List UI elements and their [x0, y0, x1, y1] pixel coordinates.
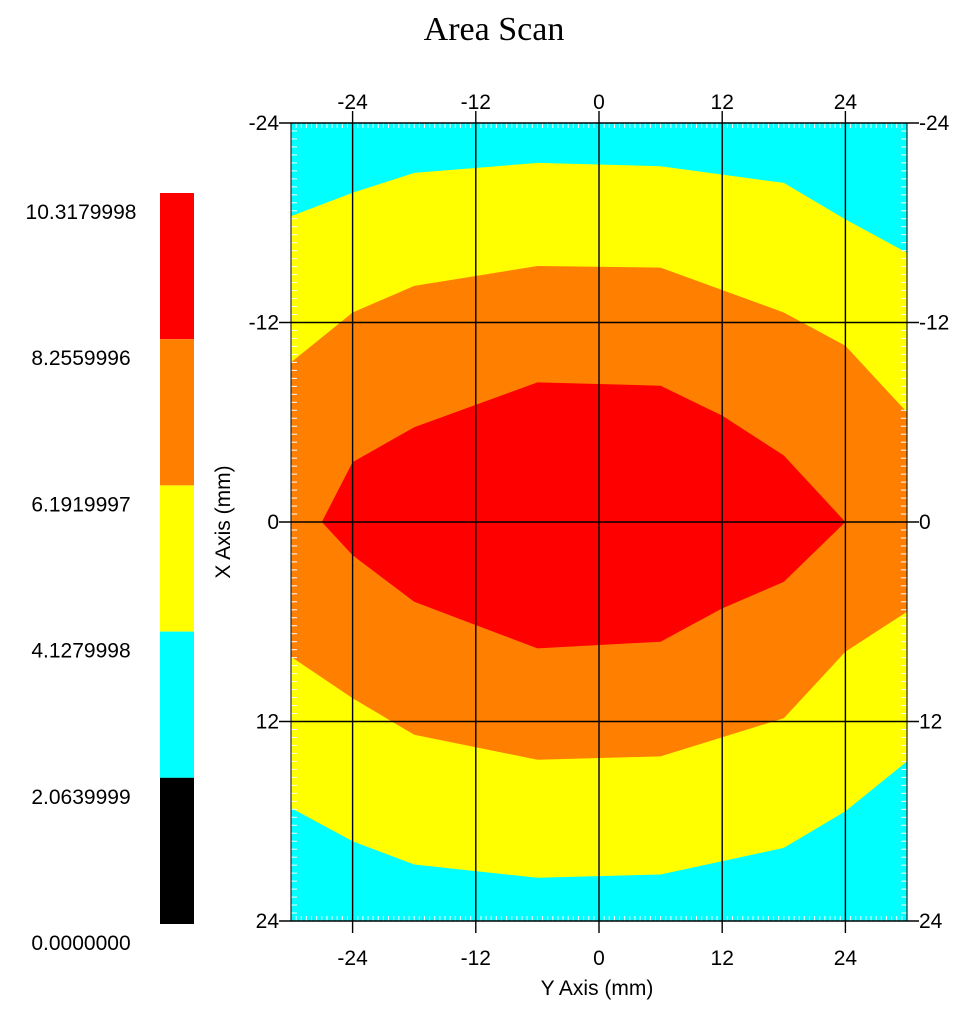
x-tick-label-top: 0 — [593, 91, 605, 114]
legend-level-label: 6.1919997 — [31, 493, 130, 516]
legend-swatch-3 — [160, 631, 194, 778]
legend-level-label: 8.2559996 — [31, 347, 130, 370]
x-tick-label-top: -12 — [461, 91, 491, 114]
x-tick-label-top: 24 — [834, 91, 858, 114]
legend-level-label: 0.0000000 — [31, 932, 130, 955]
chart-title: Area Scan — [424, 11, 565, 48]
y-tick-label-left: 12 — [256, 711, 279, 734]
x-tick-label-top: -24 — [337, 91, 368, 114]
legend-swatch-2 — [160, 485, 194, 632]
y-tick-label-right: 12 — [919, 711, 942, 734]
x-tick-label-bottom: 12 — [711, 947, 734, 970]
y-tick-label-left: -12 — [249, 312, 279, 335]
legend-level-label: 4.1279998 — [31, 640, 130, 663]
x-tick-label-bottom: 24 — [834, 947, 858, 970]
y-tick-label-right: -24 — [919, 112, 950, 135]
grid-lines — [279, 111, 919, 933]
legend-level-label: 2.0639999 — [31, 786, 130, 809]
x-tick-label-bottom: -12 — [461, 947, 491, 970]
y-tick-label-left: 24 — [256, 910, 280, 933]
legend-swatch-4 — [160, 777, 194, 924]
y-axis-title: X Axis (mm) — [212, 465, 235, 578]
color-legend: 10.3179998 8.2559996 6.1919997 4.1279998 2.0… — [26, 193, 194, 955]
legend-swatch-1 — [160, 339, 194, 486]
y-tick-label-right: -12 — [919, 312, 949, 335]
y-tick-label-right: 24 — [919, 910, 943, 933]
legend-swatch-0 — [160, 193, 194, 340]
contour-band-2 — [321, 382, 846, 649]
legend-level-label: 10.3179998 — [26, 201, 137, 224]
x-tick-label-bottom: 0 — [593, 947, 605, 970]
y-tick-label-left: -24 — [249, 112, 280, 135]
y-tick-label-left: 0 — [267, 511, 279, 534]
x-tick-label-top: 12 — [711, 91, 734, 114]
plot-border — [290, 122, 908, 922]
x-axis-title: Y Axis (mm) — [541, 977, 654, 1000]
x-tick-label-bottom: -24 — [337, 947, 368, 970]
tick-labels: -24 -24 -12 -12 0 0 12 12 24 24 -24 -24 -12 -12 0 0 12 12… — [249, 91, 950, 970]
y-tick-label-right: 0 — [919, 511, 931, 534]
